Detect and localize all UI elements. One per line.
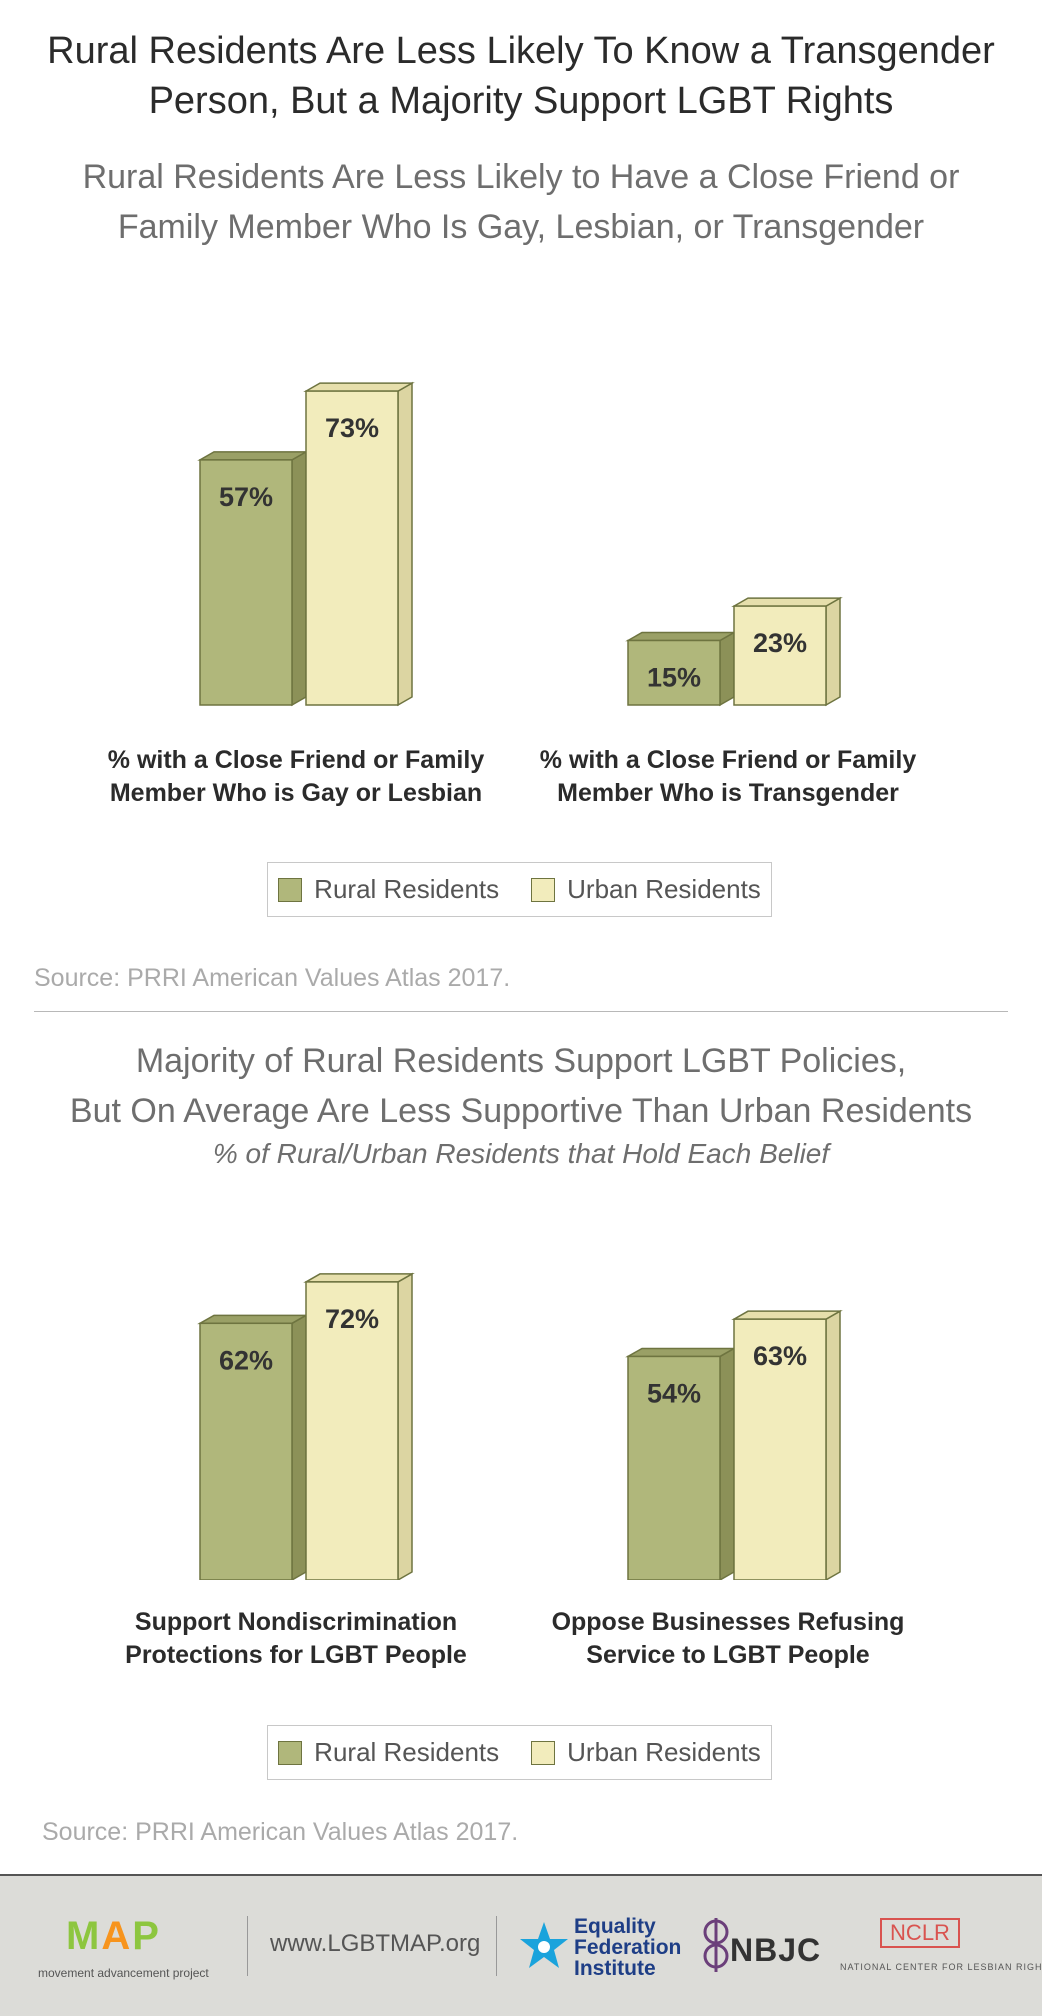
efi-logo-text: Equality Federation Institute [574,1915,682,1980]
footer-separator [496,1916,497,1976]
bar-rural-2 [625,631,737,707]
map-logo: MAP [66,1914,161,1958]
legend-item-rural: Rural Residents [278,874,499,905]
legend-item-rural: Rural Residents [278,1737,499,1768]
chart1-title: Rural Residents Are Less Likely to Have … [82,158,960,246]
chart2-category-label-1: Support Nondiscrimination Protections fo… [125,1608,467,1669]
legend-label-rural: Rural Residents [314,1737,500,1767]
bar-urban-2 [731,596,843,707]
footer: MAP movement advancement project www.LGB… [0,1874,1042,2016]
bar-value-label: 23% [753,628,807,658]
legend-item-urban: Urban Residents [531,874,761,905]
nbjc-logo-text: NBJC [730,1932,822,1968]
chart1-bars: 57% 73% 15% 23% [197,381,843,707]
chart2-source: Source: PRRI American Values Atlas 2017. [42,1818,519,1846]
map-tagline: movement advancement project [38,1966,209,1980]
legend-swatch-rural [278,1740,303,1765]
legend-swatch-rural [278,877,303,902]
nbjc-emblem-icon [703,1918,729,1972]
chart1-category-label-1: % with a Close Friend or Family Member W… [107,746,485,807]
bar-urban-1 [303,1272,415,1580]
bar-value-label: 57% [219,482,273,512]
bar-rural-1 [197,1314,309,1580]
nclr-tagline: NATIONAL CENTER FOR LESBIAN RIGHTS [840,1962,1042,1972]
chart1-source: Source: PRRI American Values Atlas 2017. [34,964,511,992]
bar-rural-2 [625,1347,737,1580]
chart2-subtitle: % of Rural/Urban Residents that Hold Eac… [212,1138,830,1169]
bar-urban-2 [731,1309,843,1580]
legend-swatch-urban [531,1740,556,1765]
map-url-link[interactable]: www.LGBTMAP.org [270,1930,481,1957]
star-icon [520,1922,568,1968]
section-divider [34,1011,1008,1012]
bar-value-label: 73% [325,413,379,443]
bar-rural-1 [197,450,309,707]
bar-value-label: 15% [647,663,701,693]
chart2-bars: 62% 72% 54% 63% [197,1272,843,1580]
page-title: Rural Residents Are Less Likely To Know … [47,30,995,122]
nclr-logo: NCLR [880,1918,960,1948]
legend-label-urban: Urban Residents [567,1737,761,1767]
bar-urban-1 [303,381,415,707]
chart2-category-label-2: Oppose Businesses Refusing Service to LG… [551,1608,905,1669]
bar-value-label: 62% [219,1345,273,1375]
legend-label-rural: Rural Residents [314,874,500,904]
chart2-title: Majority of Rural Residents Support LGBT… [69,1042,973,1130]
legend-swatch-urban [531,877,556,902]
legend-item-urban: Urban Residents [531,1737,761,1768]
legend-label-urban: Urban Residents [567,874,761,904]
footer-separator [247,1916,248,1976]
bar-value-label: 63% [753,1341,807,1371]
chart1-legend: Rural Residents Urban Residents [267,862,772,917]
chart2-legend: Rural Residents Urban Residents [267,1725,772,1780]
chart1-category-label-2: % with a Close Friend or Family Member W… [539,746,917,807]
bar-value-label: 72% [325,1304,379,1334]
bar-value-label: 54% [647,1378,701,1408]
